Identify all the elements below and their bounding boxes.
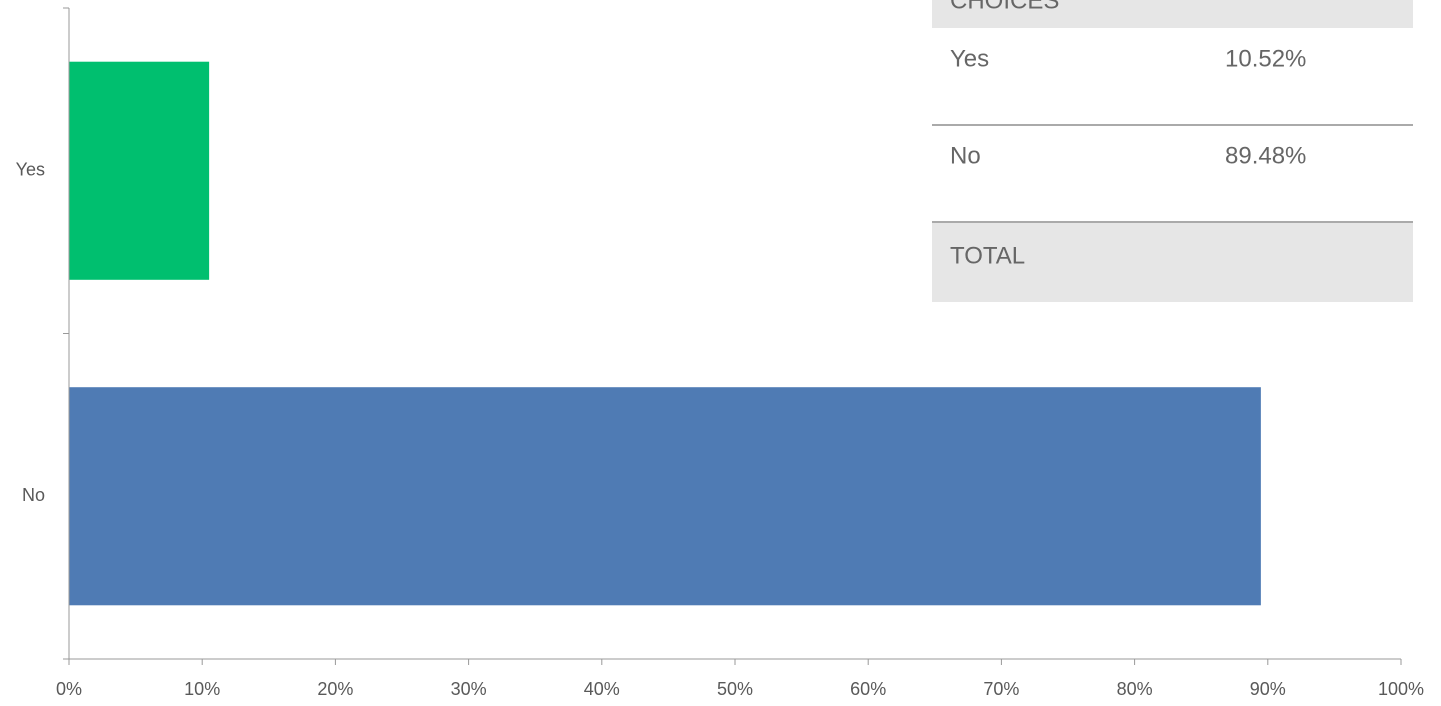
table-header-bg <box>932 0 1413 28</box>
x-tick-label: 30% <box>451 679 487 699</box>
table-header: CHOICES <box>950 0 1059 14</box>
x-tick-label: 100% <box>1378 679 1424 699</box>
y-tick-label: No <box>22 485 45 505</box>
table-cell: 89.48% <box>1225 142 1306 169</box>
x-tick-label: 40% <box>584 679 620 699</box>
x-tick-label: 0% <box>56 679 82 699</box>
table-cell: Yes <box>950 45 989 72</box>
x-tick-label: 50% <box>717 679 753 699</box>
table-cell: 10.52% <box>1225 45 1306 72</box>
x-tick-label: 20% <box>317 679 353 699</box>
x-tick-label: 90% <box>1250 679 1286 699</box>
x-tick-label: 70% <box>983 679 1019 699</box>
bar <box>69 387 1261 606</box>
table-footer-bg <box>932 223 1413 302</box>
x-tick-label: 10% <box>184 679 220 699</box>
table-cell: No <box>950 142 981 169</box>
bar <box>69 61 210 280</box>
x-tick-label: 80% <box>1117 679 1153 699</box>
x-tick-label: 60% <box>850 679 886 699</box>
table-footer: TOTAL <box>950 242 1025 269</box>
y-tick-label: Yes <box>16 160 45 180</box>
